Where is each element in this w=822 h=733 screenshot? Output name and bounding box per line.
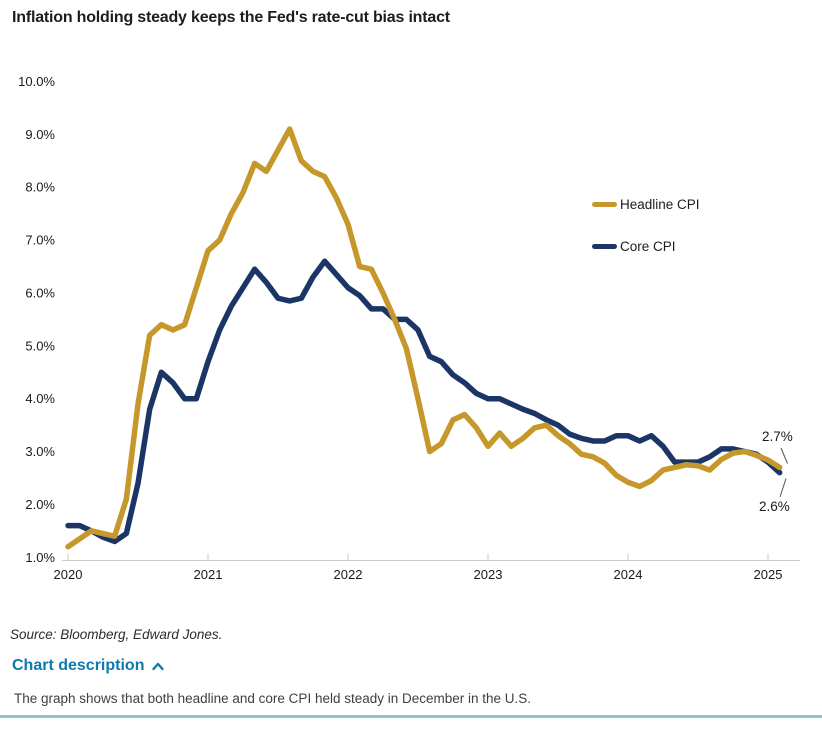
core-end-value-label: 2.6% xyxy=(759,499,790,514)
headline-end-leader-line xyxy=(780,447,788,464)
x-axis-tick-label: 2021 xyxy=(194,567,223,582)
x-axis-tick-label: 2022 xyxy=(334,567,363,582)
annotation-leader-lines xyxy=(779,447,788,498)
headline-end-value-label: 2.7% xyxy=(762,429,793,444)
chart-description-toggle[interactable]: Chart description xyxy=(12,657,165,675)
y-axis: 10.0% 9.0% 8.0% 7.0% 6.0% 5.0% 4.0% 3.0% 2.0% 1.0… xyxy=(18,74,55,565)
headline-cpi-legend-swatch xyxy=(592,202,617,207)
bottom-divider xyxy=(0,715,822,718)
legend-item-core-cpi: Core CPI xyxy=(592,239,676,254)
headline-cpi-line xyxy=(65,126,783,550)
source-note: Source: Bloomberg, Edward Jones. xyxy=(10,627,223,642)
x-axis-tick-label: 2020 xyxy=(54,567,83,582)
core-cpi-line xyxy=(65,258,783,545)
y-axis-tick-label: 3.0% xyxy=(25,444,55,459)
y-axis-tick-label: 2.0% xyxy=(25,497,55,512)
legend-item-headline-cpi: Headline CPI xyxy=(592,197,700,212)
x-axis-tick-label: 2025 xyxy=(754,567,783,582)
core-end-leader-line xyxy=(779,478,787,498)
x-axis: 2020 2021 2022 2023 2024 2025 xyxy=(54,553,783,582)
chart-description-link-label: Chart description xyxy=(12,657,145,674)
x-axis-tick-label: 2024 xyxy=(614,567,643,582)
y-axis-tick-label: 4.0% xyxy=(25,391,55,406)
chart-description-body: The graph shows that both headline and c… xyxy=(14,691,532,706)
y-axis-tick-label: 9.0% xyxy=(25,127,55,142)
y-axis-tick-label: 7.0% xyxy=(25,233,55,248)
core-cpi-legend-swatch xyxy=(592,244,617,249)
chevron-up-icon xyxy=(151,661,165,672)
y-axis-tick-label: 6.0% xyxy=(25,285,55,300)
cpi-line-chart: 10.0% 9.0% 8.0% 7.0% 6.0% 5.0% 4.0% 3.0% 2.0% 1.0… xyxy=(18,74,800,582)
y-axis-tick-label: 10.0% xyxy=(18,74,55,89)
y-axis-tick-label: 1.0% xyxy=(25,550,55,565)
chart-title: Inflation holding steady keeps the Fed's… xyxy=(12,9,450,26)
x-axis-tick-label: 2023 xyxy=(474,567,503,582)
headline-cpi-legend-label: Headline CPI xyxy=(620,197,700,212)
y-axis-tick-label: 8.0% xyxy=(25,180,55,195)
core-cpi-legend-label: Core CPI xyxy=(620,239,676,254)
y-axis-tick-label: 5.0% xyxy=(25,338,55,353)
